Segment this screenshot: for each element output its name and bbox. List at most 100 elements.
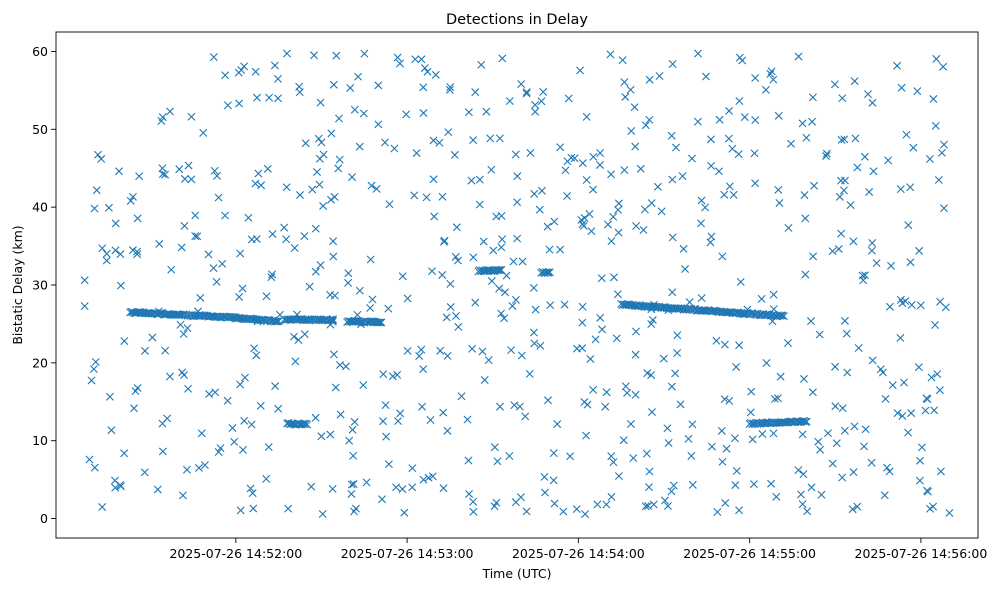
data-point <box>799 374 808 383</box>
data-point <box>329 237 338 246</box>
data-point <box>688 154 696 163</box>
data-point <box>518 257 527 266</box>
data-point <box>808 93 817 102</box>
data-point <box>429 136 438 145</box>
data-point <box>348 425 357 434</box>
data-point <box>740 113 749 122</box>
data-point <box>267 273 276 282</box>
data-point <box>631 142 640 151</box>
data-point <box>513 234 522 243</box>
data-point <box>468 344 477 353</box>
data-point <box>464 108 473 117</box>
data-point <box>505 97 514 106</box>
data-point <box>816 445 825 454</box>
data-point <box>442 313 451 322</box>
data-point <box>497 211 506 220</box>
data-point <box>850 422 859 431</box>
data-point <box>838 404 847 413</box>
data-point <box>102 256 111 265</box>
data-point <box>751 116 760 125</box>
data-point <box>366 255 375 264</box>
data-point <box>678 172 687 181</box>
data-point <box>706 238 715 247</box>
data-point <box>934 175 943 184</box>
data-point <box>913 87 922 96</box>
data-point <box>896 185 905 194</box>
data-point <box>936 297 945 306</box>
data-point <box>794 52 803 61</box>
data-point <box>469 497 478 506</box>
data-point <box>332 51 341 60</box>
data-point <box>85 455 94 464</box>
data-point <box>508 301 517 310</box>
data-point <box>738 56 747 65</box>
data-point <box>452 223 461 232</box>
data-point <box>183 324 192 333</box>
data-point <box>439 408 448 417</box>
data-point <box>87 376 96 385</box>
data-point <box>923 487 932 496</box>
data-point <box>671 143 680 152</box>
data-point <box>803 507 812 516</box>
data-point <box>487 277 496 286</box>
data-point <box>209 264 218 273</box>
data-point <box>419 365 428 374</box>
data-point <box>161 346 170 355</box>
data-point <box>550 217 559 226</box>
data-point <box>580 213 589 222</box>
data-point <box>395 59 404 68</box>
data-point <box>647 319 656 328</box>
data-point <box>799 470 808 479</box>
data-point <box>609 212 618 221</box>
data-point <box>806 317 815 326</box>
data-point <box>840 316 849 325</box>
data-point <box>572 344 581 353</box>
data-point <box>620 166 629 175</box>
data-point <box>372 184 381 193</box>
data-point <box>408 464 417 473</box>
data-point <box>428 472 437 481</box>
data-point <box>424 473 433 482</box>
data-point <box>214 193 223 202</box>
data-point <box>929 95 938 104</box>
data-point <box>451 252 460 261</box>
data-point <box>837 229 846 238</box>
data-point <box>316 98 325 107</box>
data-point <box>596 148 605 157</box>
data-point <box>351 504 360 513</box>
data-point <box>815 330 824 339</box>
data-point <box>374 120 383 129</box>
data-point <box>236 249 245 258</box>
data-point <box>930 406 939 415</box>
data-point <box>246 484 255 493</box>
data-point <box>423 67 432 76</box>
data-point <box>927 373 936 382</box>
data-point <box>187 112 196 121</box>
data-point <box>642 449 651 458</box>
data-point <box>916 301 925 310</box>
data-point <box>849 237 858 246</box>
data-point <box>454 322 463 331</box>
data-point <box>693 117 702 126</box>
data-point <box>274 94 282 103</box>
data-point <box>641 502 650 511</box>
data-point <box>798 119 807 128</box>
data-point <box>479 237 488 246</box>
data-point <box>98 503 107 511</box>
data-points <box>80 49 954 519</box>
data-point <box>450 150 459 159</box>
data-point <box>786 139 795 148</box>
data-point <box>846 201 855 210</box>
data-point <box>725 106 734 115</box>
data-point <box>770 394 779 403</box>
data-point <box>776 372 785 381</box>
data-point <box>187 175 196 184</box>
data-point <box>484 356 493 365</box>
data-point <box>436 346 445 355</box>
data-point <box>807 483 816 492</box>
data-point <box>295 82 304 91</box>
data-point <box>707 442 716 451</box>
data-point <box>128 192 137 201</box>
data-point <box>684 434 693 443</box>
